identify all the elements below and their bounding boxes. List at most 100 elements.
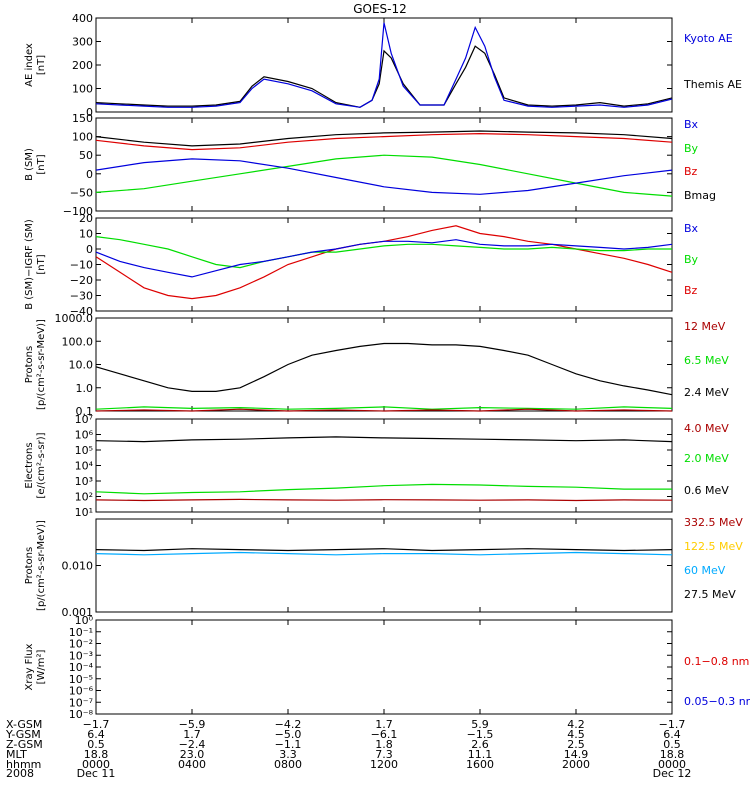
y-tick-label: 0 bbox=[86, 168, 93, 181]
y-tick-label: −20 bbox=[70, 274, 93, 287]
x-row-value: 5.9 bbox=[471, 718, 489, 731]
y-tick-label: −50 bbox=[70, 186, 93, 199]
x-row-value: 4.5 bbox=[567, 728, 585, 741]
y-tick-label: 100 bbox=[72, 131, 93, 144]
y-tick-label: 10⁻⁵ bbox=[69, 673, 93, 686]
legend-entry: Bx bbox=[684, 222, 699, 235]
series-line-kyoto-ae bbox=[95, 22, 673, 108]
series-line-2-4-mev bbox=[95, 342, 673, 396]
y-tick-label: 400 bbox=[72, 12, 93, 25]
y-tick-label: 10⁷ bbox=[75, 413, 93, 426]
x-row-value: 18.8 bbox=[660, 748, 685, 761]
y-tick-label: 10 bbox=[79, 228, 93, 241]
x-row-value: 1200 bbox=[370, 758, 398, 771]
y-tick-label: 150 bbox=[72, 112, 93, 125]
y-tick-label: 0.001 bbox=[62, 606, 94, 619]
y-tick-label: 10⁻² bbox=[69, 638, 93, 651]
y-axis-label: AE index bbox=[24, 43, 35, 87]
chart-title: GOES-12 bbox=[353, 2, 407, 16]
legend-entry: 2.0 MeV bbox=[684, 452, 729, 465]
legend-entry: Bz bbox=[684, 284, 698, 297]
y-axis-label: Protons bbox=[24, 346, 35, 383]
series-line-themis-ae bbox=[95, 45, 673, 108]
y-axis-label: B (SM) bbox=[24, 148, 35, 181]
x-row-value: 11.1 bbox=[468, 748, 493, 761]
legend-entry: By bbox=[684, 253, 699, 266]
x-row-value: 2.6 bbox=[471, 738, 489, 751]
panel-frame bbox=[95, 619, 673, 715]
legend-entry: By bbox=[684, 142, 699, 155]
x-row-value: −1.1 bbox=[275, 738, 302, 751]
x-row-value: 14.9 bbox=[564, 748, 589, 761]
x-row-value: 6.4 bbox=[87, 728, 105, 741]
legend-entry: Bz bbox=[684, 165, 698, 178]
x-row-value: −1.7 bbox=[83, 718, 110, 731]
y-axis-label: [nT] bbox=[36, 254, 47, 274]
y-tick-label: −40 bbox=[70, 305, 93, 318]
y-tick-label: 1.0 bbox=[76, 382, 94, 395]
x-row-value: 2.5 bbox=[567, 738, 585, 751]
y-tick-label: 10⁻⁶ bbox=[69, 685, 94, 698]
y-axis-label: [e/(cm²-s-sr)] bbox=[36, 432, 47, 498]
y-tick-label: 200 bbox=[72, 59, 93, 72]
x-row-value: 1.7 bbox=[183, 728, 201, 741]
x-row-value: 3.3 bbox=[279, 748, 297, 761]
panel-frame bbox=[95, 117, 673, 212]
x-row-value: 0400 bbox=[178, 758, 206, 771]
y-tick-label: 0.1 bbox=[76, 405, 94, 418]
series-line-by bbox=[95, 236, 672, 269]
y-tick-label: 1000.0 bbox=[55, 312, 94, 325]
series-line-2-0-mev bbox=[95, 483, 672, 495]
panel-frame bbox=[95, 518, 673, 613]
x-row-value: 23.0 bbox=[180, 748, 205, 761]
series-line-bx bbox=[95, 239, 673, 278]
legend-entry: Bmag bbox=[684, 189, 716, 202]
y-tick-label: 100 bbox=[72, 83, 93, 96]
x-row-value: 1.7 bbox=[375, 718, 393, 731]
series-line-by bbox=[95, 154, 673, 197]
x-row-value: 0.5 bbox=[663, 738, 681, 751]
y-tick-label: 0 bbox=[86, 243, 93, 256]
y-tick-label: 10⁵ bbox=[75, 444, 93, 457]
y-tick-label: 10⁻¹ bbox=[69, 626, 93, 639]
x-row-value: 0.5 bbox=[87, 738, 105, 751]
x-row-value: 18.8 bbox=[84, 748, 109, 761]
y-tick-label: 100.0 bbox=[62, 335, 94, 348]
x-row-value: 2000 bbox=[562, 758, 590, 771]
y-axis-label: [nT] bbox=[36, 55, 47, 75]
legend-entry: 27.5 MeV bbox=[684, 588, 736, 601]
x-row-value: 0000 bbox=[82, 758, 110, 771]
series-line-60-mev bbox=[95, 551, 673, 556]
x-row-value: −5.9 bbox=[179, 718, 206, 731]
x-row-label: Y-GSM bbox=[5, 728, 41, 741]
x-row-value: 1600 bbox=[466, 758, 494, 771]
x-row-value: −1.7 bbox=[659, 718, 686, 731]
legend-entry: 0.1−0.8 nm bbox=[684, 655, 749, 668]
y-tick-label: 10⁻⁷ bbox=[69, 696, 93, 709]
y-tick-label: −100 bbox=[63, 205, 93, 218]
legend-entry: 332.5 MeV bbox=[684, 516, 743, 529]
y-axis-label: [p/(cm²-s-sr-MeV)] bbox=[36, 319, 47, 410]
x-row-value: Dec 11 bbox=[77, 767, 116, 780]
y-tick-label: −10 bbox=[70, 259, 93, 272]
x-row-value: 1.8 bbox=[375, 738, 393, 751]
series-line-6-5-mev bbox=[95, 406, 673, 410]
x-row-value: 4.2 bbox=[567, 718, 585, 731]
panel-frame bbox=[95, 317, 673, 412]
y-tick-label: 10² bbox=[75, 491, 93, 504]
series-line-0-6-mev bbox=[95, 436, 673, 443]
x-row-value: −6.1 bbox=[371, 728, 398, 741]
y-axis-label: [p/(cm²-s-sr-MeV)] bbox=[36, 520, 47, 611]
y-tick-label: 10⁻⁸ bbox=[69, 708, 94, 721]
x-row-label: X-GSM bbox=[6, 718, 42, 731]
y-axis-label: B (SM)−IGRF (SM) bbox=[24, 219, 35, 310]
y-tick-label: 0.010 bbox=[62, 560, 94, 573]
series-line-bmag bbox=[95, 130, 673, 147]
legend-entry: 0.6 MeV bbox=[684, 484, 729, 497]
legend-entry: 12 MeV bbox=[684, 320, 726, 333]
x-row-value: −2.4 bbox=[179, 738, 206, 751]
legend-entry: 2.4 MeV bbox=[684, 386, 729, 399]
y-tick-label: 10¹ bbox=[75, 506, 93, 519]
